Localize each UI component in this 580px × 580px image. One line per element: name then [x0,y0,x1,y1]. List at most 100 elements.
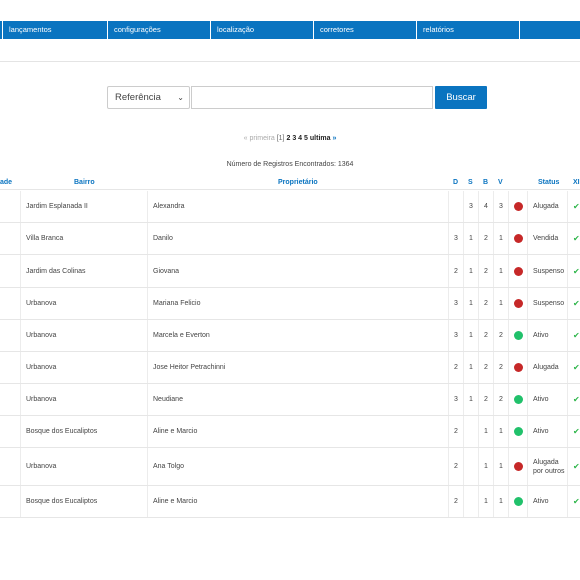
header-bairro[interactable]: Bairro [74,179,95,186]
nav-item-empty [520,21,580,39]
pagination-page-3[interactable]: 3 [292,135,297,142]
cell-action: ✔ [573,448,580,485]
pagination-last[interactable]: ultima [309,135,331,142]
pagination-page-5[interactable]: 5 [304,135,308,142]
cell-b: 2 [484,396,488,403]
check-edit-icon[interactable]: ✔ [573,234,580,243]
cell-b: 2 [484,300,488,307]
nav-item-lancamentos[interactable]: lançamentos [3,21,108,39]
header-s[interactable]: S [468,179,473,186]
search-button[interactable]: Buscar [435,86,487,109]
table-row[interactable]: Urbanova Neudiane 3 1 2 2 Ativo ✔ [0,384,580,416]
cell-d: 2 [454,498,458,505]
table-row[interactable]: Urbanova Ana Tolgo 2 1 1 Alugada por outros ✔ [0,448,580,486]
nav-item-corretores[interactable]: corretores [314,21,417,39]
column-divider [448,416,449,447]
column-divider [478,486,479,517]
cell-v: 3 [499,203,503,210]
cell-d: 2 [454,428,458,435]
status-label: Suspenso [533,300,565,307]
cell-action: ✔ [573,255,580,287]
table-row[interactable]: Jardim das Colinas Giovana 2 1 2 1 Suspenso ✔ [0,255,580,288]
header-status[interactable]: Status [538,179,560,186]
column-divider [20,416,21,447]
column-divider [463,320,464,351]
check-edit-icon[interactable]: ✔ [573,395,580,404]
cell-v: 2 [499,332,503,339]
column-divider [20,255,21,287]
check-edit-icon[interactable]: ✔ [573,266,580,276]
column-divider [567,288,568,319]
nav-item-relatorios[interactable]: relatórios [417,21,520,39]
table-row[interactable]: Urbanova Jose Heitor Petrachinni 2 1 2 2 Aluga… [0,352,580,384]
column-divider [478,352,479,383]
header-v[interactable]: V [498,179,503,186]
pagination-next-arrow[interactable]: » [332,135,337,142]
check-edit-icon[interactable]: ✔ [573,427,580,436]
search-field-select[interactable]: Referência ⌄ [107,86,190,109]
table-row[interactable]: Bosque dos Eucaliptos Aline e Marcio 2 1 1 At… [0,416,580,448]
column-divider [20,486,21,517]
header-x[interactable]: XI [573,179,580,186]
cell-status-indicator [509,320,527,351]
table-row[interactable]: Urbanova Mariana Felicio 3 1 2 1 Suspenso ✔ [0,288,580,320]
check-edit-icon[interactable]: ✔ [573,497,580,506]
column-divider [567,448,568,485]
table-row[interactable]: Urbanova Marcela e Everton 3 1 2 2 Ativo ✔ [0,320,580,352]
column-divider [463,255,464,287]
status-dot-icon [513,331,523,340]
nav-item-configuracoes[interactable]: configurações [108,21,211,39]
cell-proprietario: Mariana Felicio [153,300,201,307]
column-divider [147,416,148,447]
column-divider [20,288,21,319]
cell-s: 1 [469,364,473,371]
cell-b: 1 [484,463,488,470]
cell-status-indicator [509,486,527,517]
column-divider [448,384,449,415]
search-bar: Referência ⌄ Buscar [107,86,487,109]
column-divider [20,352,21,383]
header-proprietario[interactable]: Proprietário [278,179,318,186]
search-field-select-value: Referência [115,92,161,103]
cell-b: 2 [484,364,488,371]
cell-bairro: Villa Branca [26,235,64,242]
pagination-page-2[interactable]: 2 [286,135,291,142]
column-divider [493,486,494,517]
table-row[interactable]: Bosque dos Eucaliptos Aline e Marcio 2 1 1 At… [0,486,580,518]
check-edit-icon[interactable]: ✔ [573,462,580,471]
cell-d: 2 [454,463,458,470]
header-cidade[interactable]: ade [0,179,13,186]
check-edit-icon[interactable]: ✔ [573,299,580,308]
column-divider [448,320,449,351]
check-edit-icon[interactable]: ✔ [573,331,580,340]
column-divider [478,223,479,254]
search-input[interactable] [191,86,433,109]
table-row[interactable]: Villa Branca Danilo 3 1 2 1 Vendida ✔ [0,223,580,255]
column-divider [508,486,509,517]
nav-item-localizacao[interactable]: localização [211,21,314,39]
column-divider [448,352,449,383]
status-label: Alugada [533,364,559,371]
header-b[interactable]: B [483,179,489,186]
pagination: « primeira [1] 2 3 4 5 ultima » [0,135,580,142]
header-d[interactable]: D [453,179,459,186]
pagination-first[interactable]: « primeira [243,135,275,142]
column-divider [147,255,148,287]
cell-d: 3 [454,300,458,307]
column-divider [463,416,464,447]
pagination-page-4[interactable]: 4 [298,135,303,142]
check-edit-icon[interactable]: ✔ [573,363,580,372]
status-label: Alugada [533,203,559,210]
check-edit-icon[interactable]: ✔ [573,202,580,211]
status-dot-icon [513,234,523,243]
cell-action: ✔ [573,384,580,415]
column-divider [463,384,464,415]
table-row[interactable]: Jardim Esplanada II Alexandra 3 4 3 Alugada ✔ [0,191,580,223]
cell-action: ✔ [573,486,580,517]
column-divider [478,416,479,447]
cell-bairro: Bosque dos Eucaliptos [26,498,98,505]
chevron-down-icon: ⌄ [177,93,184,102]
column-divider [448,223,449,254]
column-divider [20,320,21,351]
cell-proprietario: Giovana [153,267,180,275]
